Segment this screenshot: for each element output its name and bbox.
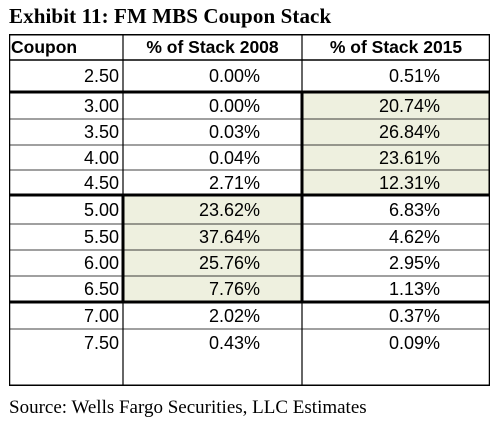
stack-2015-cell: 0.09% <box>388 332 440 353</box>
coupon-cell: 7.50 <box>83 332 119 353</box>
column-header: Coupon <box>11 37 78 57</box>
stack-2008-cell: 37.64% <box>198 227 260 247</box>
coupon-cell: 2.50 <box>83 66 119 86</box>
exhibit-title: Exhibit 11: FM MBS Coupon Stack <box>9 4 332 28</box>
stack-2008-cell: 0.00% <box>208 66 260 86</box>
stack-2015-cell: 26.84% <box>378 122 440 142</box>
stack-2015-cell: 23.61% <box>378 147 440 168</box>
stack-2008-cell: 7.76% <box>208 279 260 299</box>
coupon-cell: 3.50 <box>83 122 119 142</box>
coupon-cell: 7.00 <box>83 305 119 326</box>
stack-2008-cell: 23.62% <box>198 199 260 220</box>
coupon-cell: 6.50 <box>83 279 119 299</box>
column-header: % of Stack 2015 <box>329 37 463 57</box>
stack-2015-cell: 0.51% <box>388 66 440 86</box>
coupon-cell: 5.50 <box>83 227 119 247</box>
stack-2008-cell: 25.76% <box>198 253 260 273</box>
coupon-cell: 4.00 <box>83 147 119 168</box>
column-header: % of Stack 2008 <box>146 37 279 57</box>
stack-2008-cell: 0.43% <box>208 332 260 353</box>
stack-2015-cell: 20.74% <box>378 95 440 116</box>
stack-2008-cell: 2.71% <box>208 172 260 193</box>
stack-2008-cell: 2.02% <box>208 305 260 326</box>
stack-2008-cell: 0.03% <box>208 122 260 142</box>
stack-2015-cell: 6.83% <box>388 199 440 220</box>
stack-2015-cell: 12.31% <box>378 172 440 193</box>
stack-2015-cell: 1.13% <box>388 279 440 299</box>
stack-2015-cell: 4.62% <box>388 227 440 247</box>
stack-2008-cell: 0.04% <box>208 147 260 168</box>
stack-2015-cell: 0.37% <box>388 305 440 326</box>
coupon-cell: 6.00 <box>83 253 119 273</box>
table-grid <box>9 34 490 386</box>
highlight-block <box>123 195 302 302</box>
stack-2008-cell: 0.00% <box>208 95 260 116</box>
coupon-cell: 4.50 <box>83 172 119 193</box>
source-note: Source: Wells Fargo Securities, LLC Esti… <box>9 397 367 418</box>
coupon-cell: 3.00 <box>83 95 119 116</box>
highlight-block <box>302 92 490 195</box>
coupon-stack-table: Coupon % of Stack 2008 % of Stack 2015 2.50… <box>9 34 490 386</box>
coupon-cell: 5.00 <box>83 199 119 220</box>
stack-2015-cell: 2.95% <box>388 253 440 273</box>
